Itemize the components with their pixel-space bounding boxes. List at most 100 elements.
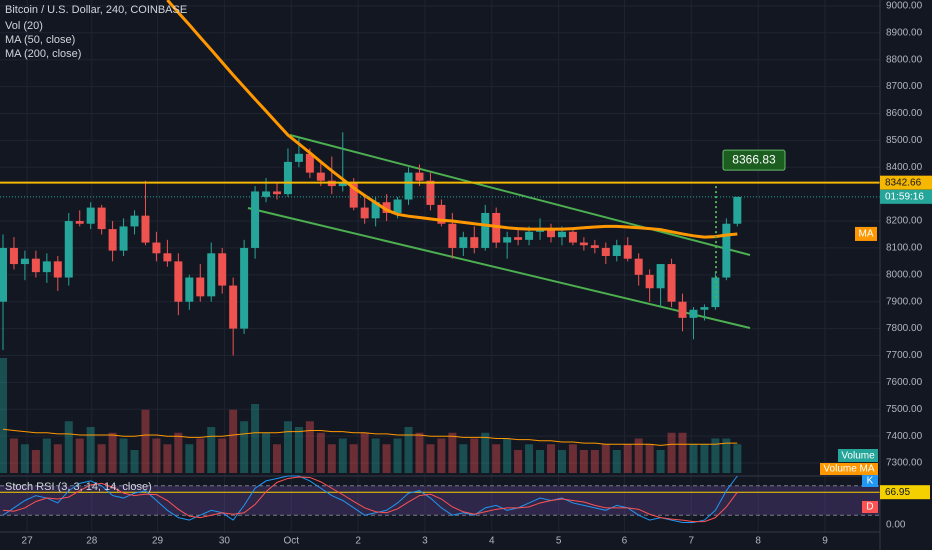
stoch-line <box>2 475 738 524</box>
candle-body <box>481 212 490 248</box>
volume-bar <box>568 444 577 473</box>
volume-bar <box>207 427 216 473</box>
volume-bar <box>612 450 621 473</box>
volume-bar <box>437 438 446 473</box>
y-tick-label: 8900.00 <box>886 27 923 38</box>
candle-body <box>174 261 183 302</box>
volume-bar <box>262 432 271 473</box>
candle-body <box>404 172 413 200</box>
series-tag-label: K <box>867 476 874 487</box>
candle-body <box>273 191 281 195</box>
x-tick-label: 30 <box>219 536 231 547</box>
candle-body <box>119 226 128 251</box>
candle-body <box>338 183 347 187</box>
y-tick-label: 8600.00 <box>886 108 923 119</box>
volume-bar <box>689 444 698 473</box>
volume-bar <box>20 444 29 473</box>
x-tick-label: 9 <box>822 536 828 547</box>
y-tick-label: 7700.00 <box>886 350 923 361</box>
candle-body <box>645 274 654 289</box>
candle-body <box>557 231 566 238</box>
candle-body <box>579 242 588 246</box>
volume-bar <box>492 444 501 473</box>
candle-body <box>196 277 205 297</box>
candle-body <box>601 247 610 256</box>
indicator-label: MA (50, close) <box>5 34 75 46</box>
volume-bar <box>722 438 731 473</box>
candle-body <box>514 237 523 240</box>
candle-body <box>0 247 7 302</box>
candle-body <box>437 204 446 224</box>
volume-bar <box>0 358 7 473</box>
volume-bar <box>470 438 479 473</box>
volume-bar <box>316 432 325 473</box>
x-tick-label: Oct <box>283 536 299 547</box>
ma-tag-label: MA <box>859 229 874 240</box>
x-tick-label: 5 <box>556 536 562 547</box>
stoch-line <box>2 476 738 523</box>
volume-bar <box>31 450 40 473</box>
candle-body <box>722 223 731 278</box>
volume-bar <box>404 427 413 473</box>
volume-bar <box>579 450 588 473</box>
y-tick-label: 8000.00 <box>886 269 923 280</box>
trend-line <box>247 207 751 329</box>
volume-bar <box>514 450 523 473</box>
volume-bar <box>393 438 402 473</box>
volume-bar <box>481 432 490 473</box>
x-tick-label: 29 <box>152 536 164 547</box>
volume-bar <box>218 438 227 473</box>
volume-tag-label: Volume <box>841 451 875 462</box>
volume-bar <box>273 444 281 473</box>
candle-body <box>141 215 150 243</box>
symbol-title: Bitcoin / U.S. Dollar, 240, COINBASE <box>5 4 187 16</box>
candle-body <box>448 223 457 248</box>
volume-bar <box>152 438 161 473</box>
y-tick-label: 7600.00 <box>886 377 923 388</box>
candle-body <box>393 199 402 213</box>
countdown-tag <box>880 189 932 204</box>
volume-bar <box>240 421 249 473</box>
volume-bar <box>305 421 314 473</box>
candle-body <box>86 207 95 224</box>
volume-bar <box>130 450 139 473</box>
volume-bar <box>229 409 238 473</box>
volume-bar <box>382 444 391 473</box>
candle-body <box>240 247 249 329</box>
volume-bar <box>678 432 687 473</box>
volume-tag <box>838 449 878 462</box>
volume-bar <box>590 450 599 473</box>
candle-body <box>678 301 687 318</box>
candle-body <box>689 309 698 318</box>
volume-bar <box>108 432 117 473</box>
volume-bar <box>185 444 194 473</box>
price-axis <box>880 0 932 550</box>
volume-pane <box>0 358 742 473</box>
stoch-pane <box>0 475 880 524</box>
candle-body <box>262 191 271 197</box>
volume-bar <box>503 438 512 473</box>
price-line-tag <box>880 175 932 190</box>
y-tick-label: 7800.00 <box>886 323 923 334</box>
volume-bar <box>53 444 62 473</box>
x-tick-label: 3 <box>422 536 428 547</box>
y-tick-label: 8200.00 <box>886 216 923 227</box>
candle-body <box>218 253 227 286</box>
level-tag-label: 66.95 <box>885 487 910 498</box>
y-tick-label: 8100.00 <box>886 243 923 254</box>
candle-body <box>623 245 632 259</box>
volume-ma-tag-label: Volume MA <box>823 464 874 475</box>
candle-body <box>185 277 194 302</box>
volume-bar <box>196 438 205 473</box>
x-tick-label: 4 <box>489 536 495 547</box>
x-tick-label: 6 <box>622 536 628 547</box>
level-tag <box>880 485 930 500</box>
y-tick-label: 0.00 <box>886 520 906 531</box>
x-tick-label: 8 <box>755 536 761 547</box>
stoch-band <box>0 485 880 516</box>
candle-body <box>547 229 555 238</box>
volume-bar <box>525 444 534 473</box>
volume-bar <box>294 427 303 473</box>
trend-line <box>289 134 751 256</box>
volume-bar <box>711 438 720 473</box>
